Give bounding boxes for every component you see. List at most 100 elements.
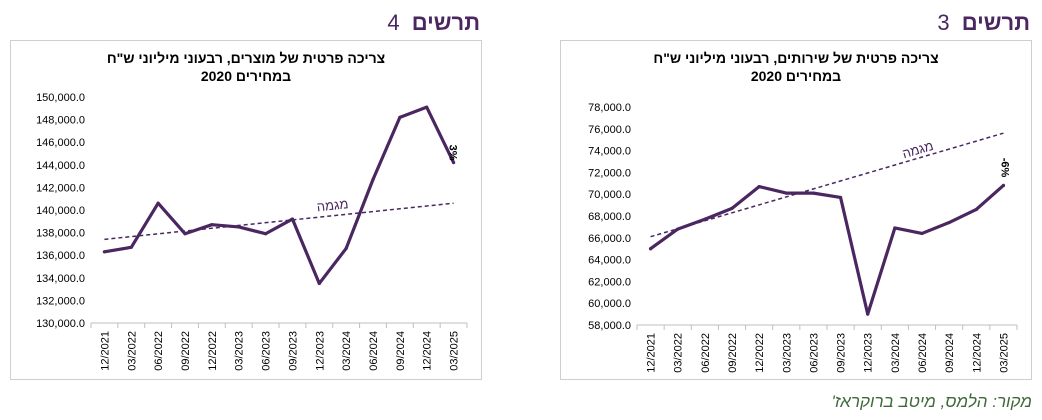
data-point xyxy=(237,225,241,229)
x-tick-label: 03/2023 xyxy=(234,331,246,371)
chart-3-heading-word: תרשים xyxy=(961,10,1030,35)
y-tick-label: 74,000.0 xyxy=(588,146,631,158)
trend-dashed-line xyxy=(104,202,454,241)
data-point xyxy=(425,105,429,109)
y-tick-label: 140,000.0 xyxy=(36,205,85,217)
data-point xyxy=(676,227,680,231)
x-tick-label: 06/2023 xyxy=(808,333,820,373)
x-tick-label: 03/2025 xyxy=(449,331,461,371)
series-polyline xyxy=(102,105,456,286)
x-tick-label: 03/2022 xyxy=(673,333,685,373)
x-tick-label: 12/2024 xyxy=(971,333,983,373)
x-tick-label: 09/2022 xyxy=(180,331,192,371)
trend-line xyxy=(104,202,454,241)
trend-line xyxy=(650,132,1004,238)
y-tick-label: 148,000.0 xyxy=(36,115,85,127)
y-tick-label: 144,000.0 xyxy=(36,160,85,172)
x-tick-label: 12/2021 xyxy=(99,331,111,371)
chart-panel-services: צריכה פרטית של שירותים, רבעוני מיליוני ש… xyxy=(560,40,1032,380)
data-point xyxy=(398,115,402,119)
y-tick-label: 72,000.0 xyxy=(588,167,631,179)
services-consumption-chart: צריכה פרטית של שירותים, רבעוני מיליוני ש… xyxy=(588,50,1018,373)
x-tick-label: 03/2023 xyxy=(781,333,793,373)
data-point xyxy=(730,206,734,210)
data-point xyxy=(974,207,978,212)
x-tick-label: 06/2022 xyxy=(700,333,712,373)
data-point xyxy=(811,191,816,195)
chart-4-heading: תרשים 4 xyxy=(387,10,480,36)
x-tick-label: 03/2024 xyxy=(890,333,902,373)
x-axis: 12/2021 03/2022 06/2022 09/2022 12/2022 03/20… xyxy=(90,322,468,371)
y-tick-label: 70,000.0 xyxy=(588,189,631,201)
data-point xyxy=(703,217,707,221)
y-tick-label: 150,000.0 xyxy=(36,92,85,104)
y-tick-label: 64,000.0 xyxy=(588,255,631,267)
x-tick-label: 09/2023 xyxy=(287,331,299,371)
data-point xyxy=(210,223,214,227)
x-tick-label: 03/2022 xyxy=(126,331,138,371)
data-point xyxy=(947,220,951,225)
x-tick-label: 12/2021 xyxy=(646,333,658,373)
chart-4-heading-word: תרשים xyxy=(411,10,480,35)
x-tick-label: 09/2024 xyxy=(395,331,407,371)
x-axis: 12/2021 03/2022 06/2022 09/2022 12/2022 03/20… xyxy=(636,324,1018,373)
chart-title: צריכה פרטית של מוצרים, רבעוני מיליוני ש"… xyxy=(107,50,385,66)
y-axis: 58,000.0 60,000.0 62,000.0 64,000.0 66,000.0… xyxy=(588,102,631,332)
data-point xyxy=(1001,183,1006,188)
x-tick-label: 12/2023 xyxy=(863,333,875,373)
data-point xyxy=(183,232,187,236)
x-tick-label: 03/2024 xyxy=(341,331,353,371)
data-point xyxy=(866,312,870,316)
series-line xyxy=(102,105,456,286)
x-tick-label: 12/2024 xyxy=(422,331,434,371)
data-point xyxy=(838,195,843,200)
data-point xyxy=(290,217,295,221)
x-tick-label: 06/2024 xyxy=(368,331,380,371)
x-tick-label: 06/2023 xyxy=(261,331,273,371)
series-line xyxy=(648,183,1006,316)
trend-label: מגמה xyxy=(316,196,349,214)
data-point xyxy=(451,160,456,165)
data-point xyxy=(784,191,788,195)
x-tick-label: 06/2024 xyxy=(917,333,929,373)
y-tick-label: 146,000.0 xyxy=(36,137,85,149)
y-tick-label: 58,000.0 xyxy=(588,320,631,332)
chart-title: צריכה פרטית של שירותים, רבעוני מיליוני ש… xyxy=(653,50,938,66)
x-tick-label: 03/2025 xyxy=(998,333,1010,373)
data-point xyxy=(344,246,348,251)
source-note: מקור: הלמס, מיטב ברוקראז' xyxy=(831,392,1032,411)
chart-3-heading-number: 3 xyxy=(937,10,950,35)
y-tick-label: 66,000.0 xyxy=(588,233,631,245)
goods-consumption-chart: צריכה פרטית של מוצרים, רבעוני מיליוני ש"… xyxy=(36,50,468,371)
chart-4-heading-number: 4 xyxy=(387,10,400,35)
chart-subtitle: במחירים 2020 xyxy=(201,68,291,84)
y-tick-label: 138,000.0 xyxy=(36,228,85,240)
chart-panel-goods: צריכה פרטית של מוצרים, רבעוני מיליוני ש"… xyxy=(10,40,482,380)
data-point xyxy=(102,250,107,254)
x-tick-label: 12/2022 xyxy=(754,333,766,373)
y-tick-label: 132,000.0 xyxy=(36,295,85,307)
y-tick-label: 134,000.0 xyxy=(36,273,85,285)
y-tick-label: 68,000.0 xyxy=(588,211,631,223)
y-tick-label: 78,000.0 xyxy=(588,102,631,114)
y-tick-label: 136,000.0 xyxy=(36,250,85,262)
data-point xyxy=(263,232,268,236)
data-point xyxy=(129,245,133,249)
data-point xyxy=(893,226,897,230)
data-point xyxy=(156,201,160,205)
y-axis: 130,000.0 132,000.0 134,000.0 136,000.0 138,… xyxy=(36,92,85,330)
data-point xyxy=(371,177,375,182)
y-tick-label: 76,000.0 xyxy=(588,124,631,136)
series-polyline xyxy=(648,183,1006,316)
data-point xyxy=(317,281,321,286)
chart-3-heading: תרשים 3 xyxy=(937,10,1030,36)
y-tick-label: 62,000.0 xyxy=(588,276,631,288)
x-tick-label: 06/2022 xyxy=(153,331,165,371)
data-point xyxy=(920,231,924,236)
chart-subtitle: במחירים 2020 xyxy=(751,68,841,84)
trend-dashed-line xyxy=(650,132,1004,238)
change-annotation: -6% xyxy=(998,158,1010,178)
x-tick-label: 09/2024 xyxy=(944,333,956,373)
data-point xyxy=(648,247,653,251)
change-annotation: 3% xyxy=(447,145,459,161)
